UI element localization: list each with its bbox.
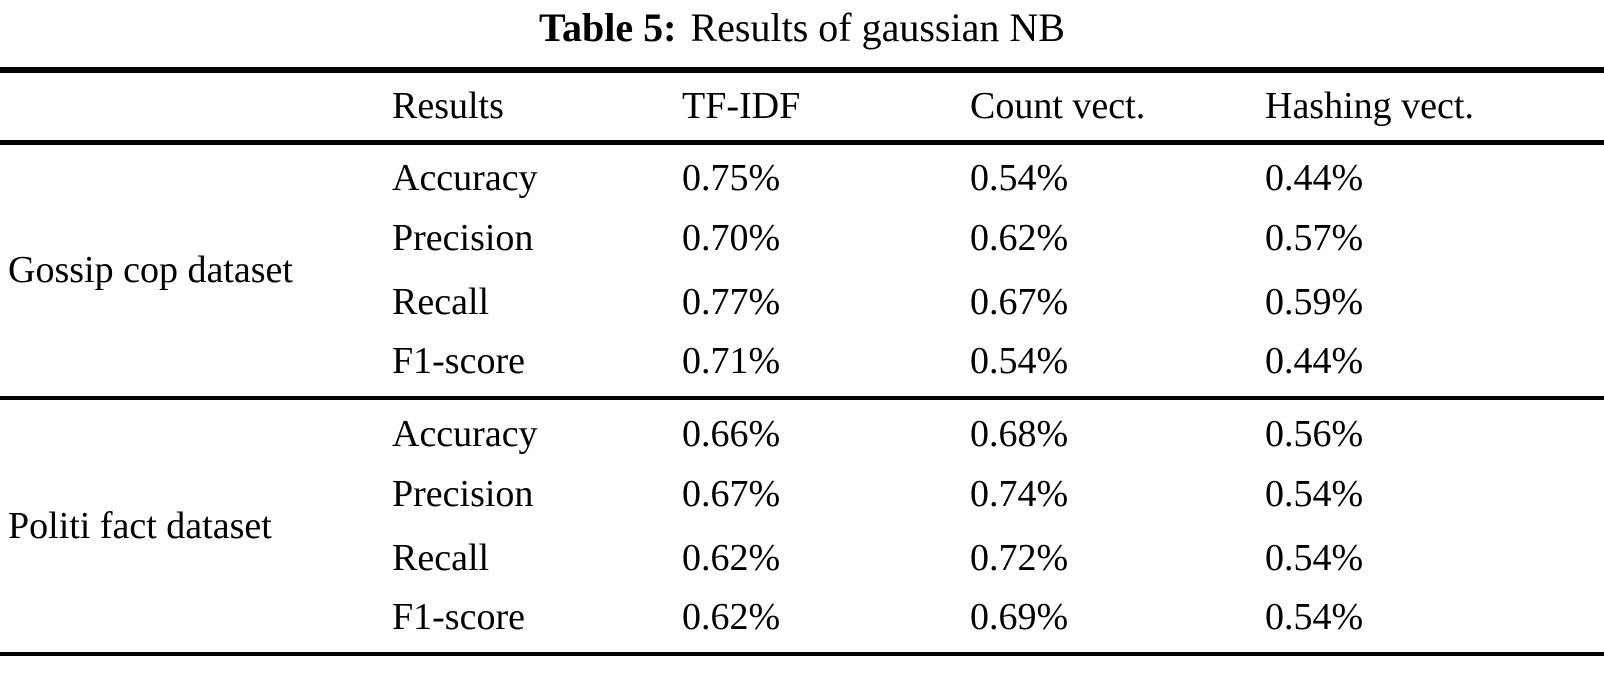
table-row: F1-score 0.62% 0.69% 0.54% [0, 590, 1604, 654]
table-row: F1-score 0.71% 0.54% 0.44% [0, 334, 1604, 398]
value-tfidf: 0.71% [682, 340, 781, 382]
table-row: Politi fact dataset Accuracy 0.66% 0.68%… [0, 398, 1604, 547]
value-hashing-vect: 0.59% [1265, 281, 1364, 323]
metric-label: F1-score [392, 596, 525, 638]
header-row: Results TF-IDF Count vect. Hashing vect. [0, 70, 1604, 142]
table-row: Recall 0.62% 0.72% 0.54% [0, 526, 1604, 590]
table-row: Recall 0.77% 0.67% 0.59% [0, 270, 1604, 334]
table-header: Results TF-IDF Count vect. Hashing vect. [0, 70, 1604, 142]
value-tfidf: 0.62% [682, 537, 781, 579]
header-results: Results [392, 85, 504, 128]
value-hashing-vect: 0.57% [1265, 217, 1364, 259]
value-tfidf: 0.75% [682, 157, 781, 200]
header-tfidf: TF-IDF [682, 85, 801, 128]
table-caption-label: Table 5: [539, 5, 677, 50]
value-count-vect: 0.69% [970, 596, 1069, 638]
metric-label: Precision [392, 217, 534, 259]
value-count-vect: 0.68% [970, 413, 1069, 455]
value-tfidf: 0.67% [682, 473, 781, 515]
value-count-vect: 0.54% [970, 340, 1069, 382]
table-row: Gossip cop dataset Accuracy 0.75% 0.54% … [0, 142, 1604, 291]
table-row: Precision 0.70% 0.62% 0.57% [0, 206, 1604, 270]
value-hashing-vect: 0.44% [1265, 157, 1364, 200]
metric-label: Recall [392, 281, 490, 323]
value-hashing-vect: 0.54% [1265, 537, 1364, 579]
value-hashing-vect: 0.44% [1265, 340, 1364, 382]
metric-label: Accuracy [392, 413, 538, 455]
value-hashing-vect: 0.54% [1265, 596, 1364, 638]
value-tfidf: 0.77% [682, 281, 781, 323]
dataset-label-gossip: Gossip cop dataset [8, 249, 293, 292]
header-hashing-vect: Hashing vect. [1265, 85, 1474, 128]
value-count-vect: 0.74% [970, 473, 1069, 515]
value-tfidf: 0.62% [682, 596, 781, 638]
table-caption: Table 5: Results of gaussian NB [0, 0, 1604, 67]
value-count-vect: 0.54% [970, 157, 1069, 200]
results-table: Results TF-IDF Count vect. Hashing vect.… [0, 67, 1604, 656]
value-count-vect: 0.72% [970, 537, 1069, 579]
value-hashing-vect: 0.56% [1265, 413, 1364, 455]
metric-label: Precision [392, 473, 534, 515]
group-gossip-cop: Gossip cop dataset Accuracy 0.75% 0.54% … [0, 142, 1604, 398]
header-count-vect: Count vect. [970, 85, 1146, 128]
value-tfidf: 0.70% [682, 217, 781, 259]
metric-label: Accuracy [392, 157, 538, 200]
table-caption-text: Results of gaussian NB [690, 5, 1065, 50]
table-row: Precision 0.67% 0.74% 0.54% [0, 462, 1604, 526]
metric-label: Recall [392, 537, 490, 579]
value-count-vect: 0.62% [970, 217, 1069, 259]
value-hashing-vect: 0.54% [1265, 473, 1364, 515]
value-tfidf: 0.66% [682, 413, 781, 455]
header-dataset-empty [0, 70, 392, 142]
value-count-vect: 0.67% [970, 281, 1069, 323]
dataset-label-politi: Politi fact dataset [8, 505, 272, 547]
group-politi-fact: Politi fact dataset Accuracy 0.66% 0.68%… [0, 398, 1604, 654]
metric-label: F1-score [392, 340, 525, 382]
